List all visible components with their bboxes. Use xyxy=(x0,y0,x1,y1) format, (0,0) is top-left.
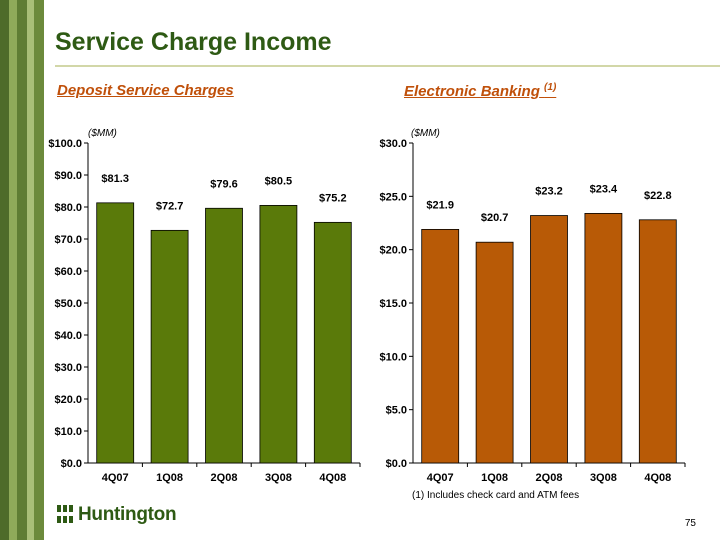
deposit-x-tick-label: 3Q08 xyxy=(265,472,292,484)
deposit-x-tick-label: 2Q08 xyxy=(211,472,238,484)
electronic-x-tick-label: 4Q08 xyxy=(644,472,671,484)
deposit-bar xyxy=(150,229,189,464)
deposit-bar xyxy=(205,207,243,464)
electronic-bar xyxy=(421,228,460,464)
deposit-unit-label: ($MM) xyxy=(88,128,117,139)
deposit-y-tick-label: $70.0 xyxy=(54,234,82,246)
stripe xyxy=(27,0,34,540)
electronic-bar-value-label: $20.7 xyxy=(481,212,509,224)
stripe xyxy=(17,0,27,540)
electronic-bar-value-label: $21.9 xyxy=(426,199,454,211)
electronic-y-tick-label: $10.0 xyxy=(379,351,407,363)
deposit-y-tick-label: $40.0 xyxy=(54,330,82,342)
electronic-bar-value-label: $23.2 xyxy=(535,186,563,198)
electronic-y-tick-label: $30.0 xyxy=(379,138,407,150)
deposit-y-tick-label: $10.0 xyxy=(54,426,82,438)
page-number: 75 xyxy=(684,518,696,529)
huntington-logo-icon xyxy=(57,505,73,523)
electronic-unit-label: ($MM) xyxy=(411,128,440,139)
electronic-bar-value-label: $22.8 xyxy=(644,190,672,202)
page-title: Service Charge Income xyxy=(55,28,332,56)
electronic-y-tick-label: $25.0 xyxy=(379,191,407,203)
electronic-y-tick-label: $5.0 xyxy=(386,405,407,417)
electronic-bar xyxy=(475,241,514,464)
deposit-x-tick-label: 4Q07 xyxy=(102,472,129,484)
deposit-chart-title-text: Deposit Service Charges xyxy=(57,82,234,99)
deposit-y-tick-label: $20.0 xyxy=(54,394,82,406)
electronic-bar-value-label: $23.4 xyxy=(590,183,618,195)
stripe xyxy=(9,0,17,540)
electronic-bar xyxy=(530,215,568,464)
deposit-bar-value-label: $80.5 xyxy=(265,175,293,187)
deposit-x-tick-label: 4Q08 xyxy=(319,472,346,484)
electronic-bar xyxy=(584,212,623,464)
electronic-x-tick-label: 1Q08 xyxy=(481,472,508,484)
deposit-bar-value-label: $72.7 xyxy=(156,200,184,212)
huntington-logo: Huntington xyxy=(56,503,177,529)
deposit-y-tick-label: $0.0 xyxy=(61,458,82,470)
electronic-y-tick-label: $15.0 xyxy=(379,298,407,310)
decorative-side-stripes xyxy=(0,0,44,540)
electronic-chart-title-note: (1) xyxy=(544,82,557,93)
deposit-bar xyxy=(313,221,352,464)
footnote: (1) Includes check card and ATM fees xyxy=(412,490,580,501)
deposit-x-tick-label: 1Q08 xyxy=(156,472,183,484)
deposit-bar-value-label: $79.6 xyxy=(210,178,238,190)
electronic-x-tick-label: 3Q08 xyxy=(590,472,617,484)
deposit-y-tick-label: $90.0 xyxy=(54,170,82,182)
deposit-bar xyxy=(259,204,298,464)
electronic-bar xyxy=(638,219,677,464)
deposit-y-tick-label: $30.0 xyxy=(54,362,82,374)
electronic-y-tick-label: $0.0 xyxy=(386,458,407,470)
deposit-y-tick-label: $50.0 xyxy=(54,298,82,310)
deposit-chart-title: Deposit Service Charges xyxy=(57,82,234,99)
logo-text: Huntington xyxy=(78,504,177,525)
electronic-y-tick-label: $20.0 xyxy=(379,245,407,257)
deposit-bar-value-label: $75.2 xyxy=(319,192,347,204)
deposit-y-tick-label: $80.0 xyxy=(54,202,82,214)
deposit-y-tick-label: $100.0 xyxy=(48,138,82,150)
electronic-chart-title: Electronic Banking (1) xyxy=(404,82,556,100)
title-divider xyxy=(55,65,720,67)
electronic-chart-title-text: Electronic Banking xyxy=(404,83,540,100)
deposit-bar xyxy=(96,202,135,464)
electronic-x-tick-label: 2Q08 xyxy=(536,472,563,484)
stripe xyxy=(34,0,44,540)
deposit-y-tick-label: $60.0 xyxy=(54,266,82,278)
deposit-bar-value-label: $81.3 xyxy=(101,173,129,185)
electronic-x-tick-label: 4Q07 xyxy=(427,472,454,484)
stripe xyxy=(0,0,9,540)
